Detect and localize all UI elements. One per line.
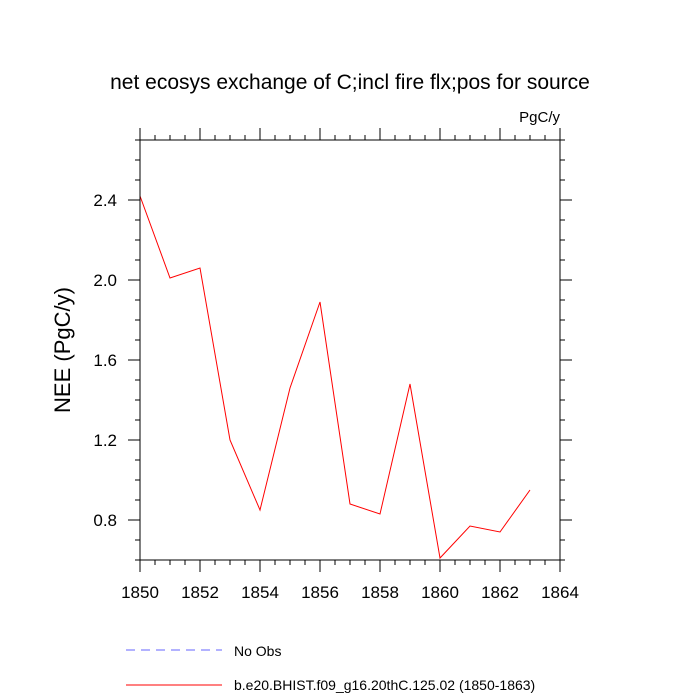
x-tick-label: 1864: [541, 583, 579, 602]
x-tick-label: 1854: [241, 583, 279, 602]
y-tick-label: 2.0: [93, 271, 117, 290]
legend: No Obs b.e20.BHIST.f09_g16.20thC.125.02 …: [126, 643, 535, 693]
units-label: PgC/y: [519, 109, 560, 126]
legend-label-model-run: b.e20.BHIST.f09_g16.20thC.125.02 (1850-1…: [234, 677, 535, 693]
y-tick-label: 1.6: [93, 351, 117, 370]
tick-marks: [128, 128, 572, 572]
y-tick-label: 1.2: [93, 431, 117, 450]
legend-label-no-obs: No Obs: [234, 643, 281, 659]
x-tick-label: 1860: [421, 583, 459, 602]
x-tick-label: 1856: [301, 583, 339, 602]
x-tick-label: 1850: [121, 583, 159, 602]
chart-title: net ecosys exchange of C;incl fire flx;p…: [110, 71, 590, 94]
x-tick-label: 1862: [481, 583, 519, 602]
plot-frame: [139, 139, 561, 561]
x-tick-labels: 1850 1852 1854 1856 1858 1860 1862 1864: [121, 583, 579, 602]
y-tick-label: 2.4: [93, 191, 117, 210]
y-axis-label: NEE (PgC/y): [50, 287, 75, 413]
x-tick-label: 1852: [181, 583, 219, 602]
series-line: [139, 195, 531, 560]
y-tick-label: 0.8: [93, 511, 117, 530]
series-lines: [139, 195, 531, 560]
x-tick-label: 1858: [361, 583, 399, 602]
y-tick-labels: 0.8 1.2 1.6 2.0 2.4: [93, 191, 117, 530]
